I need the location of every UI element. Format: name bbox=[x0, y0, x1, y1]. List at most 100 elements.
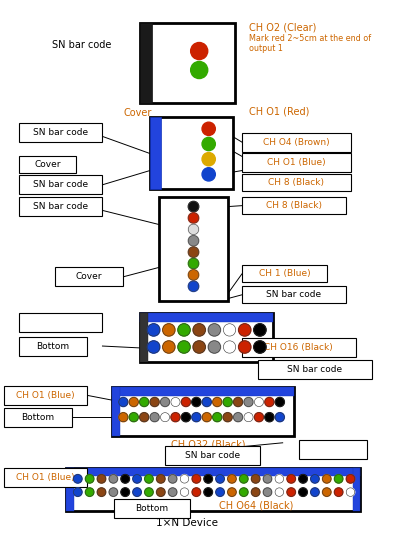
Circle shape bbox=[150, 413, 159, 422]
Bar bbox=[4, 386, 87, 405]
Circle shape bbox=[234, 413, 243, 422]
Circle shape bbox=[323, 475, 331, 483]
Circle shape bbox=[228, 475, 236, 483]
Text: CH 8 (Black): CH 8 (Black) bbox=[268, 178, 324, 187]
Bar bbox=[67, 468, 74, 511]
Circle shape bbox=[129, 413, 138, 422]
Circle shape bbox=[310, 475, 319, 483]
Circle shape bbox=[263, 475, 272, 483]
Circle shape bbox=[275, 413, 284, 422]
Circle shape bbox=[208, 341, 221, 353]
Circle shape bbox=[188, 213, 199, 223]
Bar bbox=[112, 387, 119, 436]
Bar bbox=[150, 117, 233, 188]
Bar bbox=[4, 408, 72, 427]
Bar bbox=[19, 156, 76, 173]
Text: SN bar code: SN bar code bbox=[33, 180, 88, 190]
Circle shape bbox=[251, 475, 260, 483]
Circle shape bbox=[335, 488, 343, 496]
Circle shape bbox=[299, 475, 307, 483]
Circle shape bbox=[193, 324, 205, 336]
Circle shape bbox=[255, 397, 264, 407]
Circle shape bbox=[202, 397, 211, 407]
Circle shape bbox=[74, 488, 82, 496]
Bar bbox=[140, 23, 152, 103]
Text: SN bar code: SN bar code bbox=[287, 365, 342, 374]
Bar bbox=[242, 174, 351, 191]
Bar bbox=[4, 468, 87, 488]
Circle shape bbox=[145, 475, 153, 483]
Text: Mark red 2~5cm at the end of
output 1: Mark red 2~5cm at the end of output 1 bbox=[249, 34, 372, 53]
Circle shape bbox=[223, 341, 236, 353]
Bar bbox=[242, 197, 346, 214]
Circle shape bbox=[244, 413, 253, 422]
Text: CH 8 (Black): CH 8 (Black) bbox=[266, 201, 322, 210]
Circle shape bbox=[119, 413, 128, 422]
Text: CH O64 (Black): CH O64 (Black) bbox=[219, 501, 293, 511]
Bar bbox=[140, 313, 148, 362]
Text: CH 1 (Blue): CH 1 (Blue) bbox=[259, 269, 310, 279]
Text: CH O1 (Red): CH O1 (Red) bbox=[249, 106, 310, 116]
Text: 1×N Device: 1×N Device bbox=[156, 518, 218, 528]
Circle shape bbox=[244, 397, 253, 407]
Circle shape bbox=[213, 397, 222, 407]
Circle shape bbox=[156, 475, 165, 483]
Bar bbox=[114, 499, 190, 518]
Circle shape bbox=[192, 475, 201, 483]
Circle shape bbox=[346, 475, 355, 483]
Circle shape bbox=[238, 324, 251, 336]
Circle shape bbox=[139, 397, 149, 407]
Circle shape bbox=[109, 488, 118, 496]
Circle shape bbox=[147, 324, 160, 336]
Text: CH O16 (Black): CH O16 (Black) bbox=[264, 343, 333, 353]
Circle shape bbox=[188, 258, 199, 269]
Bar bbox=[112, 387, 294, 396]
Circle shape bbox=[251, 488, 260, 496]
Circle shape bbox=[85, 488, 94, 496]
Circle shape bbox=[202, 122, 216, 136]
Text: CH O1 (Blue): CH O1 (Blue) bbox=[16, 391, 75, 400]
Circle shape bbox=[213, 413, 222, 422]
Circle shape bbox=[147, 341, 160, 353]
Bar bbox=[19, 123, 102, 142]
Circle shape bbox=[299, 488, 307, 496]
Circle shape bbox=[202, 413, 211, 422]
Text: Bottom: Bottom bbox=[21, 413, 54, 422]
Bar bbox=[140, 23, 235, 103]
Circle shape bbox=[223, 397, 232, 407]
Circle shape bbox=[168, 475, 177, 483]
Circle shape bbox=[85, 475, 94, 483]
Circle shape bbox=[133, 488, 141, 496]
Bar bbox=[159, 197, 228, 301]
Circle shape bbox=[223, 324, 236, 336]
Circle shape bbox=[310, 488, 319, 496]
Circle shape bbox=[192, 413, 201, 422]
Circle shape bbox=[275, 475, 284, 483]
Bar bbox=[67, 468, 361, 511]
Circle shape bbox=[97, 475, 106, 483]
Circle shape bbox=[156, 488, 165, 496]
Text: Bottom: Bottom bbox=[135, 504, 168, 513]
Circle shape bbox=[263, 488, 272, 496]
Text: Cover: Cover bbox=[34, 160, 61, 170]
Circle shape bbox=[150, 397, 159, 407]
Circle shape bbox=[163, 341, 175, 353]
Circle shape bbox=[240, 488, 248, 496]
Circle shape bbox=[192, 397, 201, 407]
Circle shape bbox=[265, 413, 274, 422]
Circle shape bbox=[171, 397, 180, 407]
Circle shape bbox=[188, 224, 199, 234]
Bar bbox=[140, 313, 273, 322]
Circle shape bbox=[191, 62, 208, 78]
Circle shape bbox=[202, 152, 216, 166]
Bar bbox=[112, 387, 294, 436]
Text: SN bar code: SN bar code bbox=[185, 450, 240, 460]
Circle shape bbox=[216, 488, 224, 496]
Circle shape bbox=[254, 324, 266, 336]
Text: SN bar code: SN bar code bbox=[52, 39, 112, 50]
Circle shape bbox=[287, 475, 296, 483]
Circle shape bbox=[188, 201, 199, 212]
Circle shape bbox=[335, 475, 343, 483]
Bar bbox=[67, 468, 361, 476]
Bar bbox=[242, 266, 327, 282]
